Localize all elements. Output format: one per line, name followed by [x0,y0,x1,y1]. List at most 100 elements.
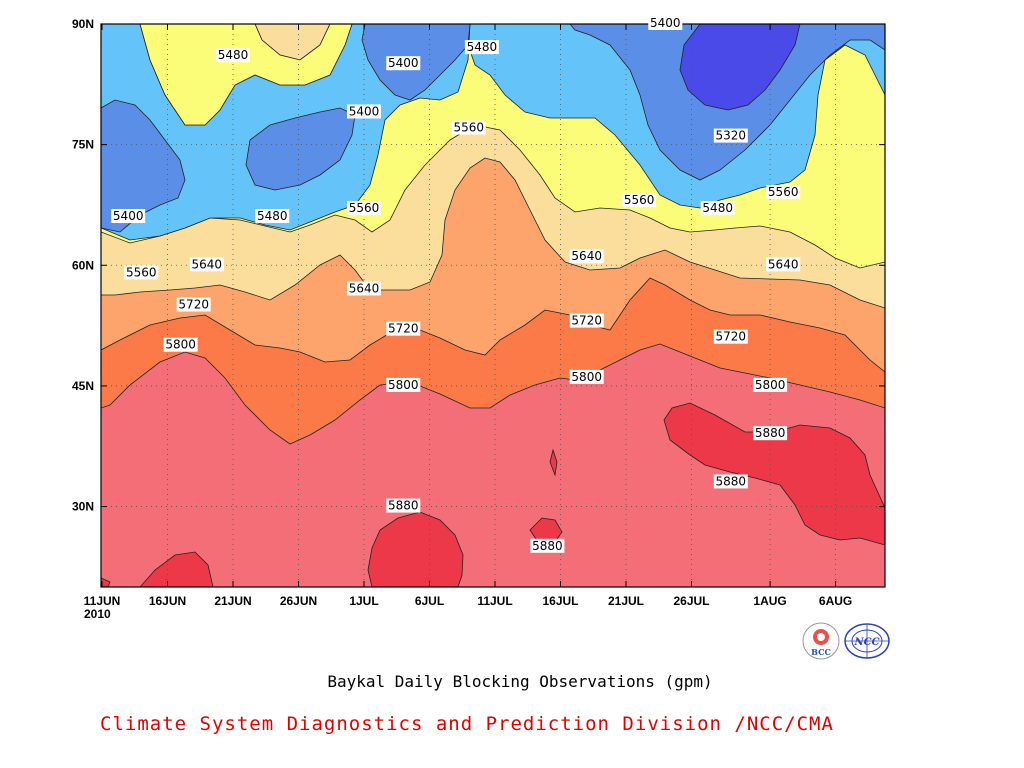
contour-label-text: 5800 [165,338,196,352]
contour-label-text: 5880 [755,426,786,440]
contour-label-text: 5320 [716,129,747,143]
contour-label: 5560 [347,200,381,215]
contour-label-text: 5800 [571,370,602,384]
contour-label: 5720 [569,313,604,328]
contour-label-text: 5400 [650,16,681,30]
contour-label: 5480 [216,48,250,63]
contour-label: 5560 [124,265,159,280]
band-5480-5560-top [139,24,353,126]
contour-label-box [386,377,421,392]
ncc-logo: NCC [844,623,890,659]
y-tick-label: 90N [72,17,94,31]
contour-label-box [451,120,486,135]
x-tick-label: 21JUL [608,594,644,608]
y-tick-label: 60N [72,258,94,272]
contour-label-box [569,313,604,328]
band-5320-5400-west [101,99,186,233]
contour-label-text: 5400 [388,56,419,70]
contour-label-box [622,192,657,207]
contour-label-text: 5880 [388,499,419,513]
contour-label-box [347,281,381,296]
x-axis-year-label: 2010 [84,607,111,621]
x-tick-label: 21JUN [214,594,251,608]
contour-labels: 5480 5400 5400 5400 5480 5400 5560 5320 5480 5560… [111,16,801,553]
contour-label-text: 5800 [388,378,419,392]
chart-title: Baykal Daily Blocking Observations (gpm) [327,672,713,691]
band-above-5880-corner [101,577,111,587]
contour-label: 5560 [451,120,486,135]
contour-label-text: 5560 [349,201,380,215]
contour-label: 5400 [648,16,683,30]
band-above-5880-sw [139,551,214,587]
x-tick-label: 11JUN [84,594,121,608]
contour-label: 5720 [176,297,211,312]
band-above-5880-east [663,402,885,546]
contour-label-text: 5480 [218,48,249,62]
contour-label-box [386,321,421,336]
grid-lines [101,24,885,587]
contour-label-text: 5720 [178,298,209,312]
contour-label-box [386,498,421,513]
contour-label-text: 5560 [624,193,655,207]
x-axis-labels: 11JUN 16JUN 21JUN 26JUN 1JUL 6JUL 11JUL 16JUL 21… [84,594,853,608]
credit-line: Climate System Diagnostics and Predictio… [100,713,834,735]
ncc-logo-text: NCC [853,637,879,648]
contour-label: 5560 [766,184,801,199]
x-tick-label: 1AUG [753,594,786,608]
bcc-logo: BCC [802,622,840,660]
contour-label-box [766,184,801,199]
contour-label-box [569,249,604,264]
contour-fill-layer [101,24,885,587]
contour-label: 5640 [569,249,604,264]
contour-label-box [163,337,198,352]
contour-label: 5640 [189,257,224,272]
contour-label-box [464,40,499,55]
band-below-5320 [679,24,801,111]
contour-label-text: 5640 [571,249,602,263]
band-above-5880-sliver [549,448,558,477]
x-tick-label: 11JUL [477,594,512,608]
contour-label-text: 5560 [454,121,485,135]
contour-label: 5880 [530,538,565,553]
contour-label: 5400 [386,56,421,71]
contour-label: 5640 [347,281,381,296]
contour-label-text: 5400 [113,209,144,223]
contour-label-box [255,209,290,224]
contour-label-text: 5720 [716,330,747,344]
contour-label-box [176,297,211,312]
contour-label-box [753,377,788,392]
y-tick-label: 30N [72,500,94,514]
contour-label-box [189,257,224,272]
contour-label-text: 5480 [702,201,733,215]
contour-label-text: 5640 [768,257,799,271]
contour-label-box [124,265,159,280]
contour-label-box [713,128,748,143]
x-tick-label: 26JUN [280,594,317,608]
contour-label: 5800 [569,369,604,384]
contour-label-text: 5400 [349,104,380,118]
contour-label: 5880 [713,474,748,489]
contour-label: 5480 [700,200,735,215]
x-tick-label: 16JUN [149,594,186,608]
contour-label-box [386,56,421,71]
contour-label-text: 5560 [126,265,157,279]
contour-label-text: 5480 [257,209,288,223]
contour-label-text: 5880 [532,539,563,553]
contour-label: 5480 [464,40,499,55]
contour-label-text: 5800 [755,378,786,392]
contour-label-box [648,16,683,30]
contour-label-box [216,48,250,63]
contour-label: 5800 [163,337,198,352]
contour-label-box [530,538,565,553]
x-tick-label: 1JUL [349,594,378,608]
contour-label-box [347,200,381,215]
contour-label-text: 5720 [388,322,419,336]
contour-label: 5880 [753,426,788,441]
contour-label: 5560 [622,192,657,207]
x-tick-label: 6JUL [415,594,444,608]
contour-label-text: 5640 [192,257,223,271]
contour-label: 5800 [753,377,788,392]
contour-label: 5640 [766,257,801,272]
contour-label-text: 5880 [716,474,747,488]
